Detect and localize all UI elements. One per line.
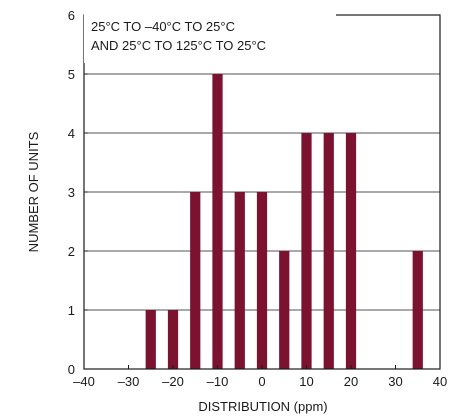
- x-tick-label-5: 10: [299, 374, 313, 389]
- y-tick-label-4: 4: [68, 126, 75, 141]
- y-tick-label-2: 2: [68, 244, 75, 259]
- x-axis-title: DISTRIBUTION (ppm): [198, 399, 327, 414]
- x-tick-label-8: 40: [433, 374, 447, 389]
- annotation-box: [84, 11, 336, 63]
- x-tick-label-1: –30: [118, 374, 140, 389]
- bar-neg20: [167, 310, 179, 369]
- bar-10: [301, 133, 312, 369]
- x-tick-label-7: 30: [388, 374, 402, 389]
- bar-neg25: [145, 310, 156, 369]
- y-tick-label-5: 5: [68, 67, 75, 82]
- bar-neg10: [212, 74, 223, 369]
- bars: [145, 74, 423, 369]
- bar-0: [256, 192, 268, 369]
- x-tick-label-3: –10: [207, 374, 229, 389]
- bar-neg5: [234, 192, 245, 369]
- bar-5: [279, 251, 290, 369]
- x-tick-label-2: –20: [162, 374, 184, 389]
- y-tick-label-3: 3: [68, 185, 75, 200]
- y-axis-title: NUMBER OF UNITS: [26, 131, 41, 252]
- y-tick-label-0: 0: [68, 362, 75, 377]
- annotation-line-1: 25°C TO –40°C TO 25°C: [91, 19, 235, 34]
- bar-15: [323, 133, 334, 369]
- tick-labels: –40 –30 –20 –10 0 10 20 30 40 0 1 2 3 4 5 6: [68, 8, 447, 389]
- bar-neg15: [190, 192, 201, 369]
- x-tick-label-0: –40: [73, 374, 95, 389]
- x-tick-label-6: 20: [344, 374, 358, 389]
- bar-35: [412, 251, 423, 369]
- x-tick-label-4: 0: [258, 374, 265, 389]
- annotation-line-2: AND 25°C TO 125°C TO 25°C: [91, 38, 266, 53]
- y-tick-label-1: 1: [68, 303, 75, 318]
- y-tick-label-6: 6: [68, 8, 75, 23]
- bar-20: [345, 133, 357, 369]
